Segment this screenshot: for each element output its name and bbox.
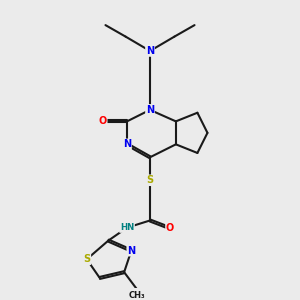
Text: S: S (83, 254, 90, 264)
Text: HN: HN (120, 223, 134, 232)
Text: O: O (98, 116, 107, 126)
Text: N: N (146, 46, 154, 56)
Text: N: N (146, 105, 154, 115)
Text: CH₃: CH₃ (129, 291, 146, 300)
Text: N: N (127, 246, 135, 256)
Text: O: O (166, 223, 174, 233)
Text: N: N (123, 139, 131, 149)
Text: S: S (146, 175, 154, 185)
